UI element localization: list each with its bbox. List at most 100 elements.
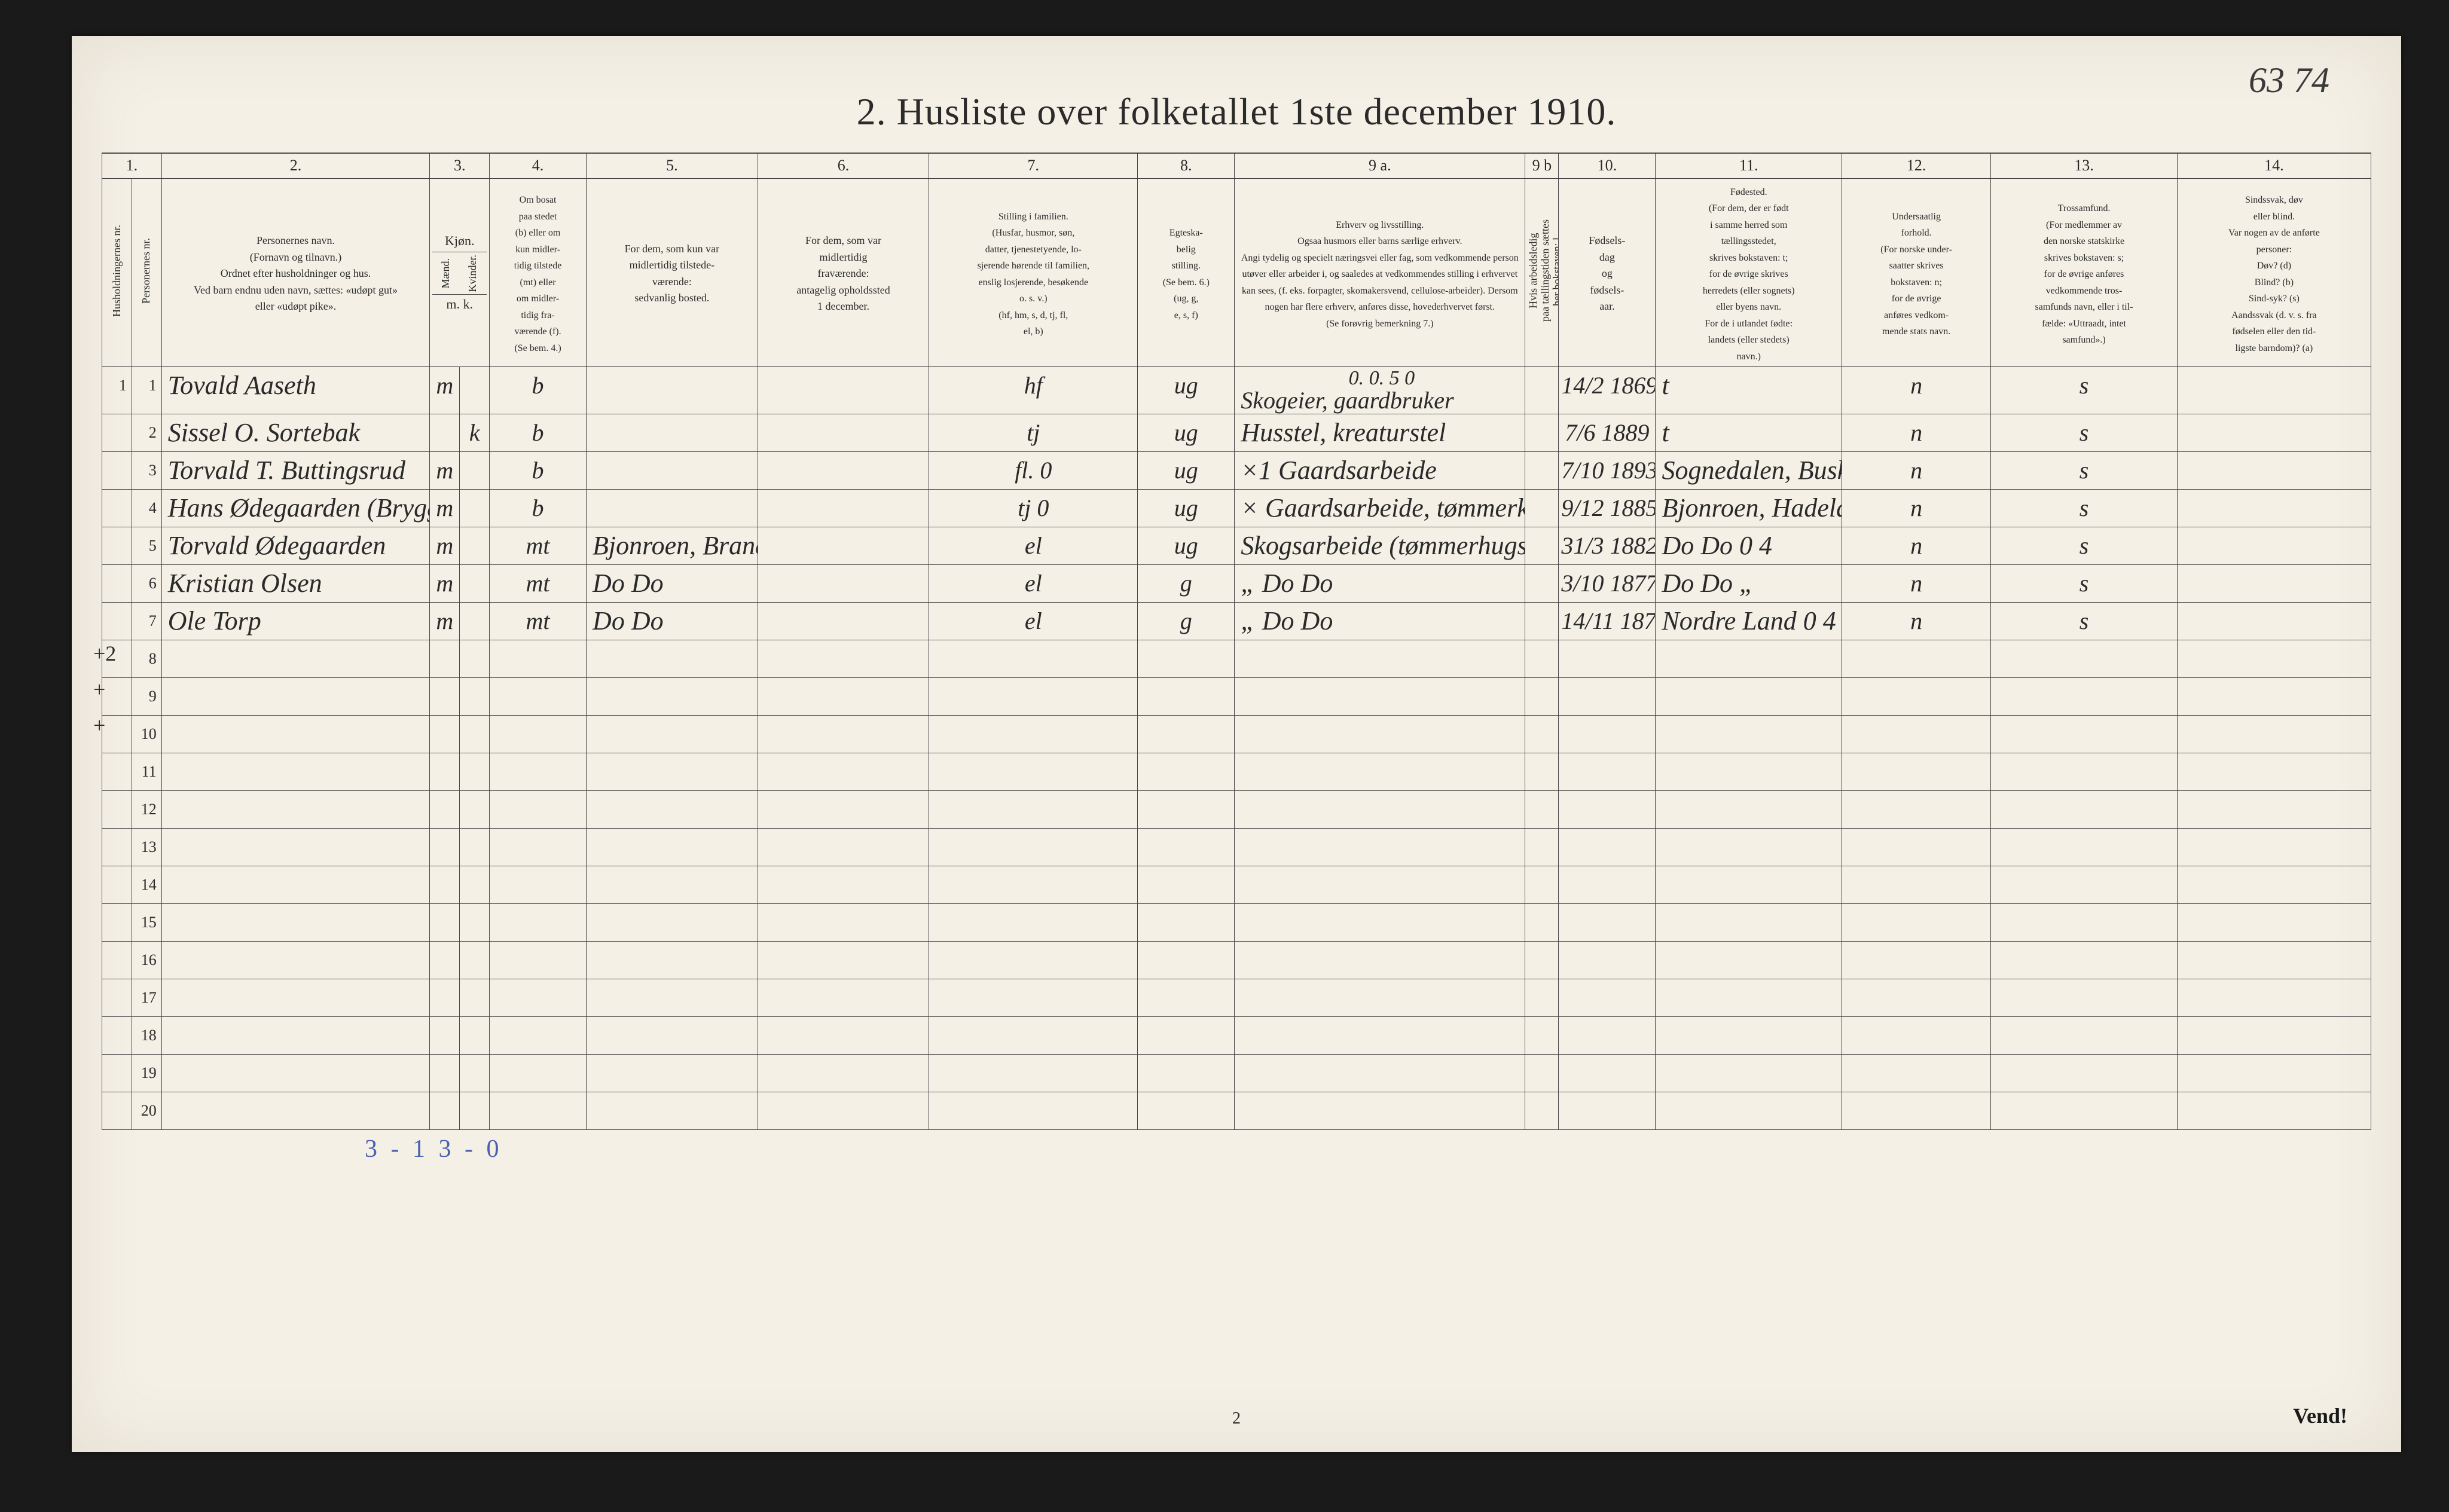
cell-fodested — [1656, 942, 1842, 979]
cell-trossamfund — [1991, 979, 2178, 1017]
cell-arbeidsledig — [1525, 791, 1559, 829]
cell-sindssvak — [2177, 490, 2371, 527]
cell-bosat — [490, 753, 587, 791]
cell-maend: m — [430, 367, 460, 414]
cell-kvinder — [460, 527, 490, 565]
cell-sedvanlig-bosted — [587, 640, 758, 678]
cell-egteskabelig — [1138, 716, 1235, 753]
corner-handwritten-note: 63 74 — [2249, 60, 2329, 101]
cell-navn — [161, 979, 430, 1017]
cell-stilling-familien: tj 0 — [929, 490, 1138, 527]
table-row: 4Hans Ødegaarden (Bryggerhuset)mbtj 0ug×… — [102, 490, 2371, 527]
cell-husholdning-nr — [102, 979, 132, 1017]
cell-sedvanlig-bosted: Do Do — [587, 603, 758, 640]
cell-kvinder — [460, 866, 490, 904]
cell-egteskabelig: g — [1138, 565, 1235, 603]
header-navn: Personernes navn. (Fornavn og tilnavn.) … — [161, 178, 430, 367]
cell-trossamfund — [1991, 1092, 2178, 1130]
cell-trossamfund — [1991, 829, 2178, 866]
table-row: 5Torvald ØdegaardenmmtBjonroen, Brandbue… — [102, 527, 2371, 565]
cell-sedvanlig-bosted — [587, 942, 758, 979]
cell-undersaatlig: n — [1842, 490, 1991, 527]
cell-husholdning-nr — [102, 904, 132, 942]
cell-fodselsdag: 14/2 1869 — [1559, 367, 1656, 414]
cell-fravaerende — [758, 490, 929, 527]
cell-fravaerende — [758, 527, 929, 565]
cell-navn — [161, 1055, 430, 1092]
cell-fodselsdag — [1559, 979, 1656, 1017]
cell-person-nr: 12 — [132, 791, 161, 829]
cell-husholdning-nr — [102, 716, 132, 753]
cell-sindssvak — [2177, 753, 2371, 791]
header-husholdning-nr: Husholdningernes nr. — [102, 178, 132, 367]
cell-maend — [430, 678, 460, 716]
cell-person-nr: 13 — [132, 829, 161, 866]
cell-maend — [430, 904, 460, 942]
cell-egteskabelig — [1138, 942, 1235, 979]
cell-egteskabelig — [1138, 1055, 1235, 1092]
table-row: 14 — [102, 866, 2371, 904]
cell-stilling-familien — [929, 866, 1138, 904]
cell-bosat — [490, 942, 587, 979]
cell-fodested: Do Do „ — [1656, 565, 1842, 603]
cell-sedvanlig-bosted — [587, 678, 758, 716]
cell-trossamfund: s — [1991, 414, 2178, 452]
cell-erhverv — [1235, 640, 1525, 678]
colnum-11: 11. — [1656, 153, 1842, 179]
cell-trossamfund — [1991, 866, 2178, 904]
cell-person-nr: 4 — [132, 490, 161, 527]
cell-arbeidsledig — [1525, 1055, 1559, 1092]
cell-navn — [161, 866, 430, 904]
cell-husholdning-nr — [102, 527, 132, 565]
cell-undersaatlig — [1842, 1092, 1991, 1130]
cell-kvinder — [460, 791, 490, 829]
cell-maend — [430, 942, 460, 979]
margin-mark-row7: + — [93, 713, 105, 738]
cell-fodselsdag: 9/12 1885 — [1559, 490, 1656, 527]
cell-sindssvak — [2177, 452, 2371, 490]
cell-bosat: b — [490, 452, 587, 490]
page-number: 2 — [72, 1409, 2401, 1428]
cell-fravaerende — [758, 452, 929, 490]
cell-bosat: b — [490, 490, 587, 527]
cell-fodested: t — [1656, 367, 1842, 414]
colnum-9a: 9 a. — [1235, 153, 1525, 179]
cell-undersaatlig: n — [1842, 603, 1991, 640]
cell-husholdning-nr — [102, 791, 132, 829]
cell-husholdning-nr — [102, 1092, 132, 1130]
cell-person-nr: 2 — [132, 414, 161, 452]
cell-arbeidsledig — [1525, 527, 1559, 565]
margin-mark-row5: +2 — [93, 641, 116, 666]
cell-maend: m — [430, 565, 460, 603]
cell-stilling-familien — [929, 979, 1138, 1017]
table-body: 11Tovald Aasethmbhfug0. 0. 5 0Skogeier, … — [102, 367, 2371, 1130]
cell-bosat: mt — [490, 527, 587, 565]
table-row: 2Sissel O. SortebakkbtjugHusstel, kreatu… — [102, 414, 2371, 452]
cell-stilling-familien: el — [929, 527, 1138, 565]
colnum-1: 1. — [102, 153, 162, 179]
cell-erhverv: Husstel, kreaturstel — [1235, 414, 1525, 452]
cell-sedvanlig-bosted — [587, 1017, 758, 1055]
header-fodested: Fødested. (For dem, der er født i samme … — [1656, 178, 1842, 367]
cell-erhverv — [1235, 829, 1525, 866]
colnum-9b: 9 b — [1525, 153, 1559, 179]
header-person-nr: Personernes nr. — [132, 178, 161, 367]
cell-stilling-familien — [929, 1055, 1138, 1092]
cell-husholdning-nr — [102, 942, 132, 979]
cell-sindssvak — [2177, 866, 2371, 904]
cell-trossamfund: s — [1991, 490, 2178, 527]
cell-kvinder — [460, 979, 490, 1017]
table-row: 16 — [102, 942, 2371, 979]
table-row: 9 — [102, 678, 2371, 716]
cell-egteskabelig: ug — [1138, 527, 1235, 565]
cell-kvinder — [460, 1055, 490, 1092]
cell-stilling-familien: tj — [929, 414, 1138, 452]
cell-sindssvak — [2177, 979, 2371, 1017]
header-stilling-familien: Stilling i familien. (Husfar, husmor, sø… — [929, 178, 1138, 367]
cell-sedvanlig-bosted — [587, 414, 758, 452]
cell-fodselsdag — [1559, 904, 1656, 942]
cell-sedvanlig-bosted — [587, 829, 758, 866]
cell-sedvanlig-bosted — [587, 866, 758, 904]
cell-maend — [430, 640, 460, 678]
cell-sedvanlig-bosted — [587, 753, 758, 791]
